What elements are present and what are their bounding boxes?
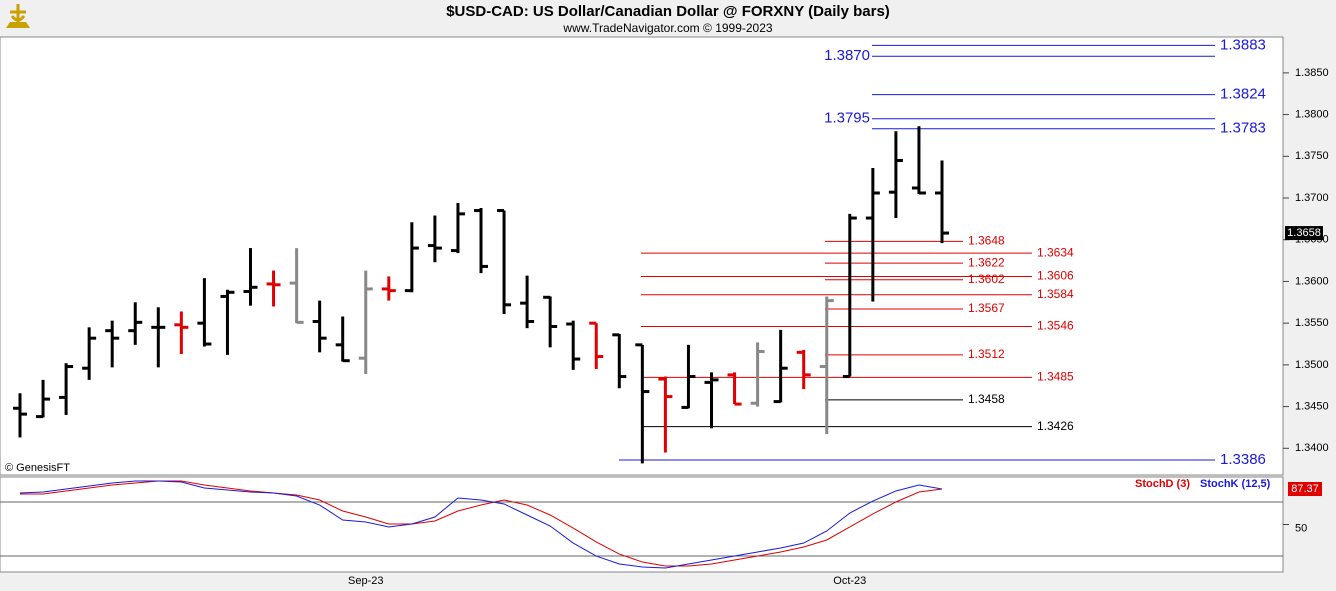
logo	[6, 4, 30, 28]
level-label: 1.3606	[1037, 269, 1074, 283]
last-price: 1.3658	[1287, 227, 1321, 239]
y-tick-label: 1.3450	[1295, 400, 1329, 412]
y-tick-label: 1.3700	[1295, 192, 1329, 204]
x-tick-label: Sep-23	[348, 575, 383, 587]
level-label: 1.3584	[1037, 287, 1074, 301]
last-price-box	[1285, 226, 1323, 241]
stoch-line	[20, 480, 943, 567]
legend-entry: StochK (12,5)	[1200, 478, 1271, 490]
level-label: 1.3783	[1220, 120, 1266, 137]
last-value: 87.37	[1291, 483, 1319, 495]
level-label: 1.3567	[968, 301, 1005, 315]
level-label: 1.3795	[824, 110, 870, 127]
level-label: 1.3602	[968, 272, 1005, 286]
chart-title: $USD-CAD: US Dollar/Canadian Dollar @ FO…	[446, 3, 890, 20]
level-label: 1.3512	[968, 347, 1005, 361]
level-label: 1.3546	[1037, 319, 1074, 333]
level-label: 1.3824	[1220, 86, 1266, 103]
y-tick-label: 1.3600	[1295, 275, 1329, 287]
chart-subtitle: www.TradeNavigator.com © 1999-2023	[562, 21, 772, 35]
level-label: 1.3870	[824, 47, 870, 64]
stoch-panel	[0, 476, 1284, 573]
y-tick-label: 1.3850	[1295, 67, 1329, 79]
copyright: © GenesisFT	[5, 462, 70, 474]
y-tick-label: 1.3750	[1295, 150, 1329, 162]
level-label: 1.3386	[1220, 451, 1266, 468]
level-label: 1.3622	[968, 255, 1005, 269]
y-tick-label: 50	[1295, 522, 1307, 534]
legend-entry: StochD (3)	[1135, 478, 1190, 490]
level-label: 1.3485	[1037, 370, 1074, 384]
level-label: 1.3883	[1220, 36, 1266, 53]
last-value-box	[1288, 481, 1322, 496]
level-label: 1.3634	[1037, 245, 1074, 259]
level-label: 1.3426	[1037, 419, 1074, 433]
y-tick-label: 1.3400	[1295, 442, 1329, 454]
level-label: 1.3648	[968, 234, 1005, 248]
y-tick-label: 1.3800	[1295, 108, 1329, 120]
level-label: 1.3458	[968, 392, 1005, 406]
y-tick-label: 1.3550	[1295, 317, 1329, 329]
stoch-line	[19, 480, 943, 569]
x-tick-label: Oct-23	[833, 575, 866, 587]
y-tick-label: 1.3500	[1295, 359, 1329, 371]
